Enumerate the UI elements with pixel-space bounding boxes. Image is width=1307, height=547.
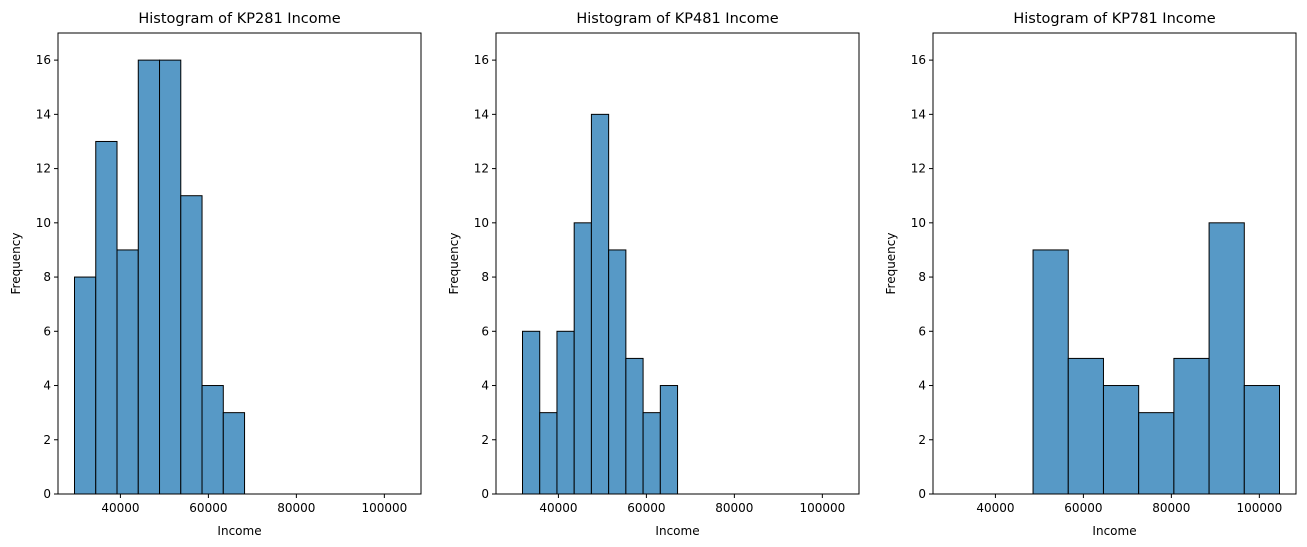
y-tick-label: 4 [43, 379, 51, 393]
y-tick-label: 10 [474, 216, 489, 230]
chart-title: Histogram of KP281 Income [138, 11, 340, 27]
bar [556, 330, 575, 495]
y-tick-label: 12 [36, 162, 51, 176]
y-tick-label: 16 [911, 53, 926, 67]
y-tick-label: 0 [918, 487, 926, 501]
bar [180, 195, 203, 495]
x-tick-label: 60000 [1064, 501, 1102, 515]
bar [608, 249, 627, 495]
bar [659, 385, 679, 495]
y-tick-label: 10 [911, 216, 926, 230]
y-tick-label: 12 [474, 162, 489, 176]
x-tick-label: 80000 [277, 501, 315, 515]
y-tick-label: 8 [918, 270, 926, 284]
bar [642, 412, 661, 495]
y-tick-label: 6 [481, 324, 489, 338]
x-tick-label: 40000 [101, 501, 139, 515]
bar [201, 385, 224, 495]
y-tick-label: 6 [918, 324, 926, 338]
bar [159, 59, 182, 495]
bar [74, 276, 97, 495]
y-tick-label: 10 [36, 216, 51, 230]
chart-title: Histogram of KP481 Income [576, 11, 778, 27]
y-axis-label: Frequency [9, 233, 23, 295]
bar [625, 357, 644, 495]
x-tick-label: 60000 [627, 501, 665, 515]
y-tick-label: 2 [481, 433, 489, 447]
x-tick-label: 100000 [799, 501, 845, 515]
x-tick-label: 40000 [976, 501, 1014, 515]
y-tick-label: 14 [36, 107, 51, 121]
y-tick-label: 4 [918, 379, 926, 393]
bar [1173, 357, 1210, 495]
bar [116, 249, 139, 495]
y-tick-label: 14 [911, 107, 926, 121]
y-tick-label: 4 [481, 379, 489, 393]
x-tick-label: 80000 [1152, 501, 1190, 515]
x-axis-label: Income [1092, 524, 1136, 538]
bar [573, 222, 592, 495]
y-axis-label: Frequency [884, 233, 898, 295]
y-tick-label: 2 [918, 433, 926, 447]
bar [1102, 385, 1140, 495]
y-tick-label: 8 [43, 270, 51, 284]
bar [1067, 357, 1104, 495]
bar [539, 412, 558, 495]
bar [95, 140, 118, 495]
axes-frame [57, 32, 422, 495]
y-tick-label: 12 [911, 162, 926, 176]
x-axis-label: Income [217, 524, 261, 538]
x-tick-label: 60000 [189, 501, 227, 515]
x-tick-label: 40000 [539, 501, 577, 515]
x-tick-label: 100000 [361, 501, 407, 515]
x-axis-label: Income [655, 524, 699, 538]
y-tick-label: 16 [474, 53, 489, 67]
y-tick-label: 14 [474, 107, 489, 121]
bar [222, 412, 246, 495]
y-tick-label: 8 [481, 270, 489, 284]
y-tick-label: 6 [43, 324, 51, 338]
bar [1243, 385, 1280, 495]
chart-title: Histogram of KP781 Income [1013, 11, 1215, 27]
bar [1032, 249, 1069, 495]
bar [1138, 412, 1175, 495]
y-tick-label: 0 [481, 487, 489, 501]
bar [1208, 222, 1245, 495]
bar [522, 330, 541, 495]
bar [590, 113, 610, 495]
y-axis-label: Frequency [447, 233, 461, 295]
x-tick-label: 80000 [715, 501, 753, 515]
y-tick-label: 0 [43, 487, 51, 501]
axes-frame [495, 32, 860, 495]
y-tick-label: 2 [43, 433, 51, 447]
x-tick-label: 100000 [1236, 501, 1282, 515]
bar [137, 59, 161, 495]
axes-frame [932, 32, 1297, 495]
y-tick-label: 16 [36, 53, 51, 67]
